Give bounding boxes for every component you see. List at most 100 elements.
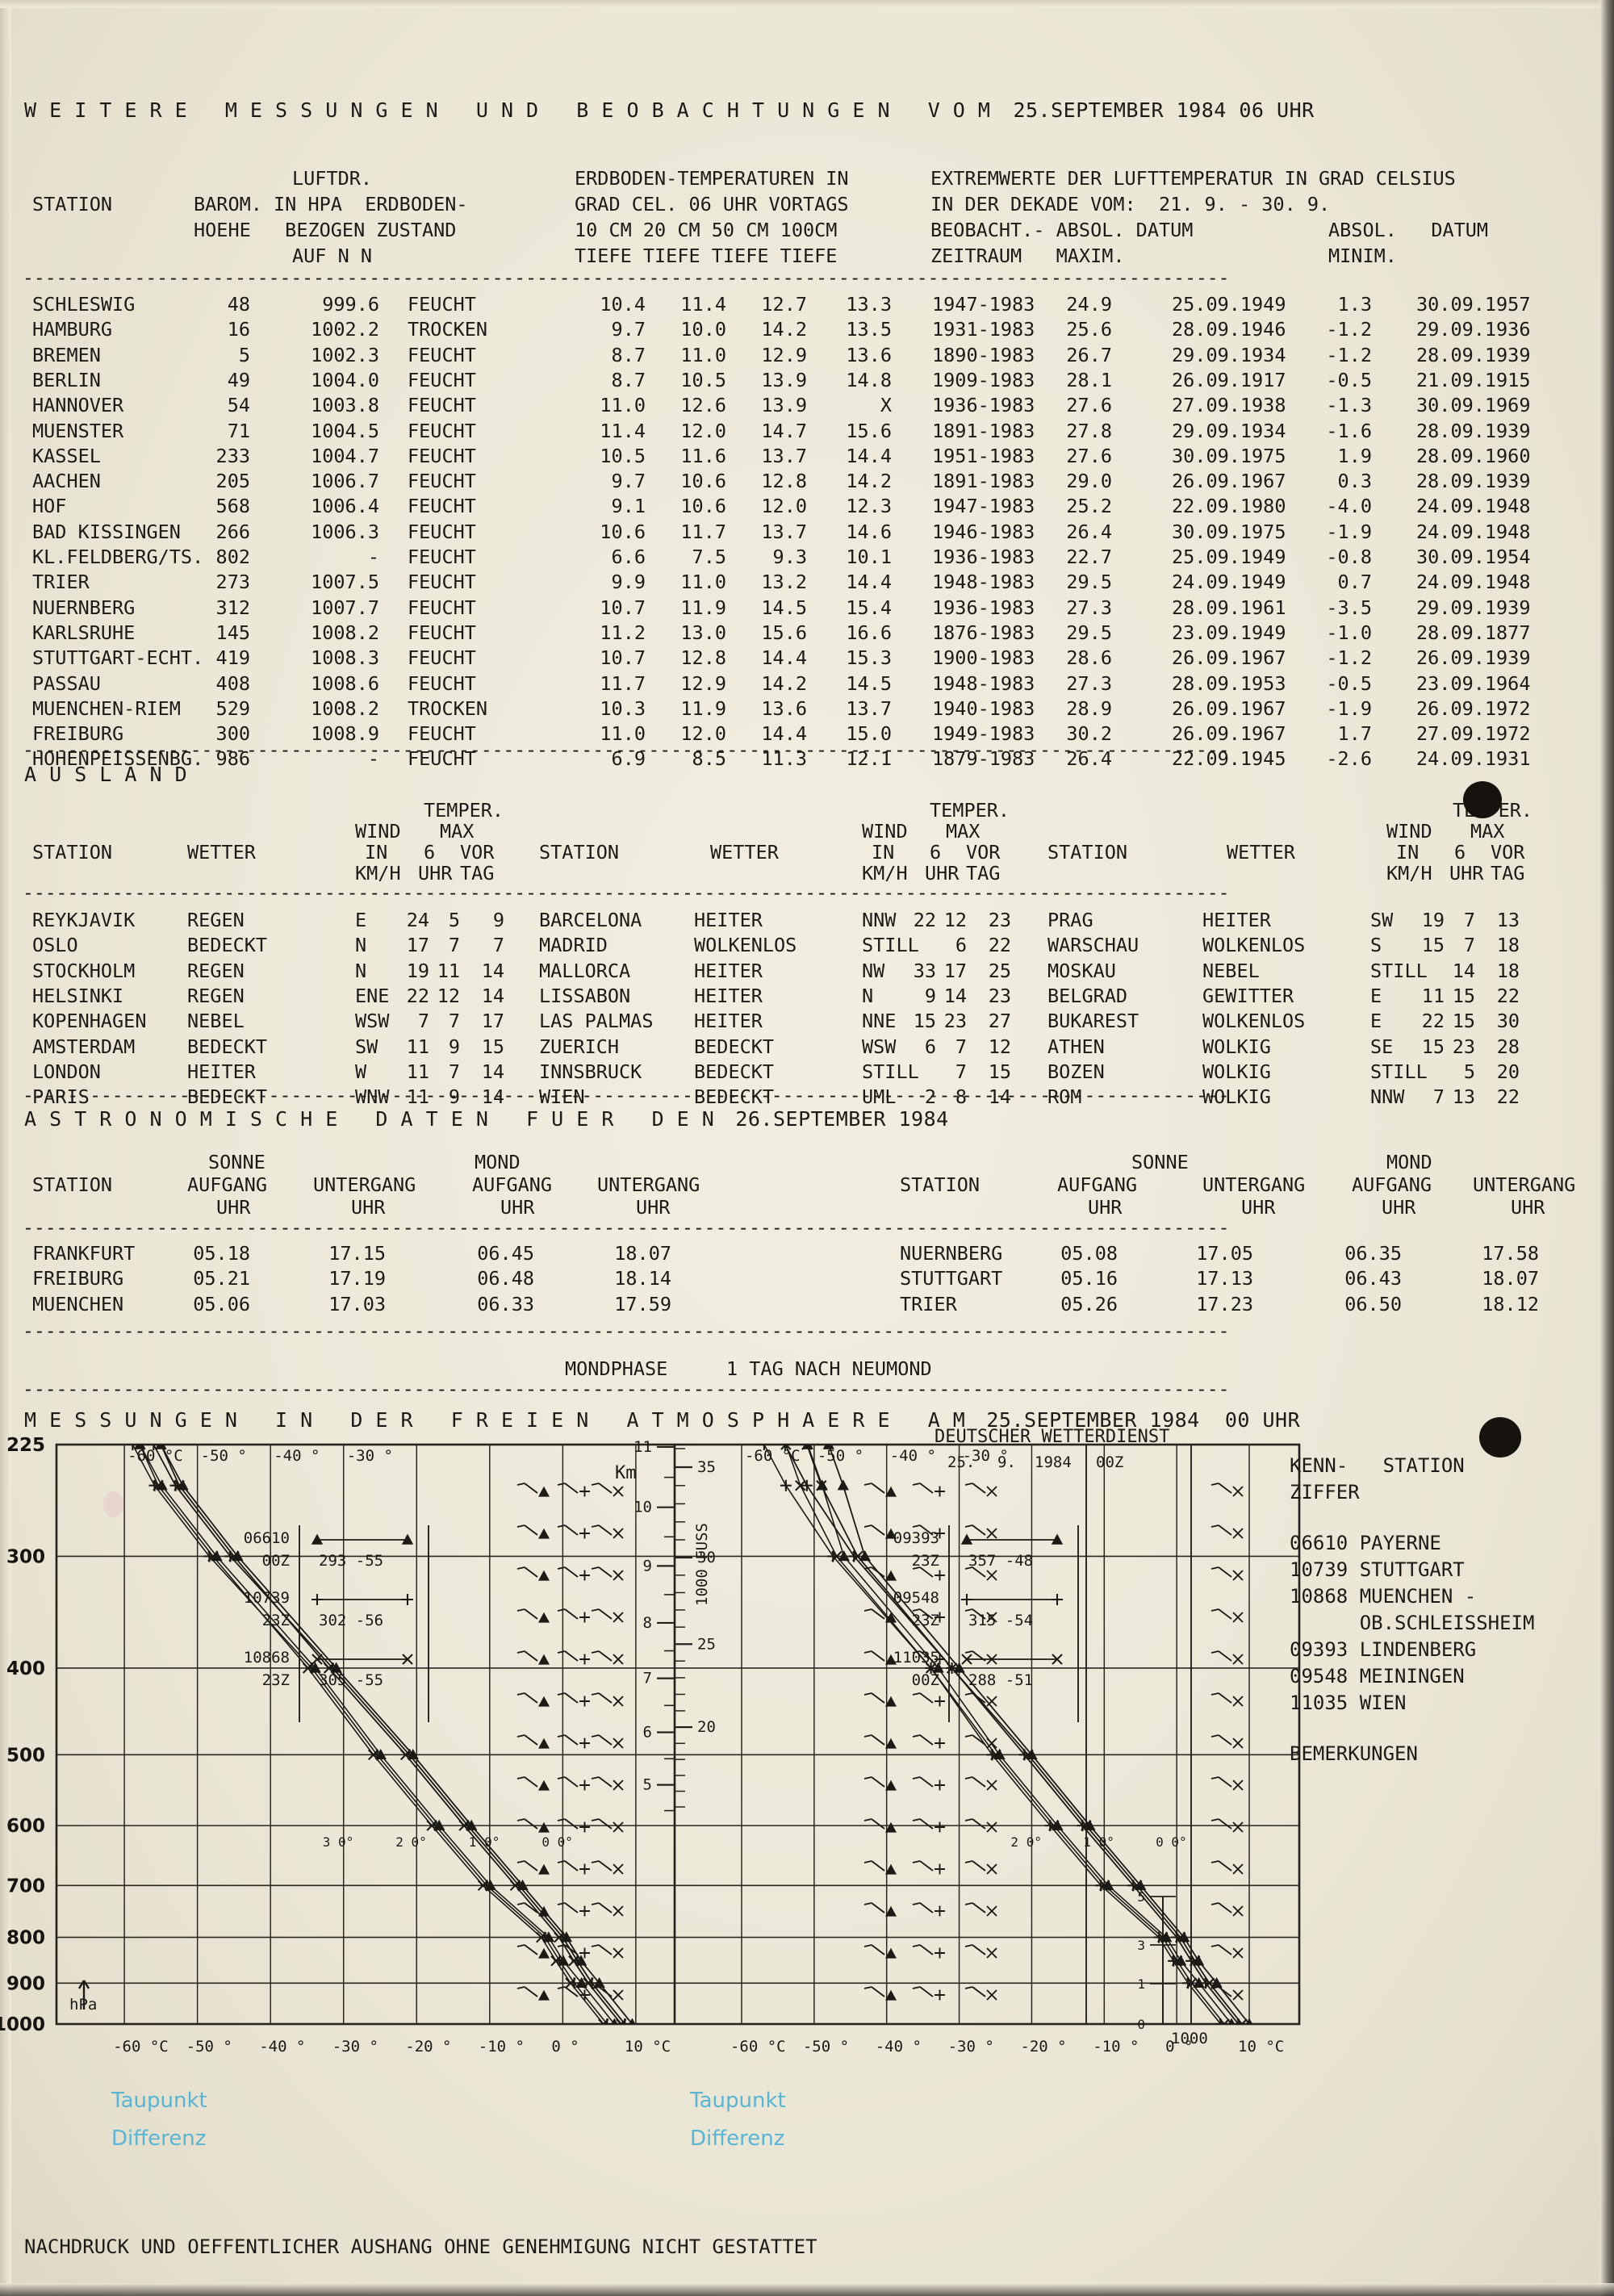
hole-punch-mark-upper [1463, 781, 1502, 818]
ausland-header-wetter-1: WETTER [187, 841, 256, 864]
wind-barb-icon [964, 1776, 986, 1788]
ausland-header-in-3: IN [1396, 841, 1420, 864]
page-edge-top [0, 0, 1614, 8]
cell-sonne-aufgang: 05.21 [193, 1267, 250, 1290]
cell-mond-aufgang: 06.48 [477, 1267, 534, 1290]
marker-cross [426, 1820, 437, 1831]
cell-temp-100cm: 13.5 [846, 318, 892, 341]
table-row: HOHENPEISSENBG. 986 - FEUCHT 6.9 8.5 11.3 12.1 1… [0, 747, 1614, 772]
marker-plus [961, 1594, 972, 1605]
marker-cross [613, 1863, 624, 1875]
marker-plus [935, 1989, 945, 2001]
altitude-km-label: 7 [643, 1670, 652, 1687]
astro-header-untergang-4: UNTERGANG [1473, 1173, 1576, 1196]
cell-temp-100cm: 12.3 [846, 495, 892, 518]
astro-header-station-right: STATION [900, 1173, 981, 1196]
altitude-kft-label: 30 [697, 1549, 716, 1566]
cell-min: -1.0 [1326, 621, 1372, 644]
ausland-header-vor-3: VOR [1491, 841, 1525, 864]
cell-station: FREIBURG [32, 722, 124, 746]
marker-cross [613, 1486, 624, 1497]
ground-header-gradcel: GRAD CEL. 06 UHR VORTAGS [575, 193, 849, 215]
cell-zustand: FEUCHT [408, 621, 476, 644]
cell-station: BERLIN [32, 368, 101, 391]
cell-station: WIEN [539, 1085, 585, 1109]
cell-temp-6uhr: 9 [448, 1035, 460, 1058]
wind-barb-icon [516, 1818, 538, 1830]
cell-max-date: 28.09.1961 [1172, 596, 1286, 619]
cell-zeitraum: 1936-1983 [932, 394, 1035, 417]
wind-barb-icon [557, 1860, 579, 1872]
cell-zustand: TROCKEN [408, 318, 488, 341]
cell-temp-max: 22 [1496, 1085, 1520, 1109]
cell-temp-50cm: 13.7 [761, 520, 807, 543]
cell-temp-20cm: 12.0 [680, 722, 726, 746]
list-item: LONDON HEITER W 11 7 14 [0, 1060, 565, 1085]
cell-wind-kmh: 11 [406, 1035, 429, 1058]
cell-max: 29.5 [1066, 621, 1112, 644]
cell-zustand: FEUCHT [408, 671, 476, 695]
altitude-km-label: 10 [633, 1499, 652, 1516]
table-row: MUENCHEN-RIEM 529 1008.2 TROCKEN 10.3 11.9 13.… [0, 696, 1614, 721]
cell-min: 0.3 [1337, 470, 1372, 493]
wind-barb-icon [964, 1566, 986, 1578]
wind-barb-icon [964, 1902, 986, 1913]
chart-date-day: 25. [947, 1453, 975, 1471]
cell-temp-100cm: 14.4 [846, 444, 892, 467]
marker-cross [1232, 1570, 1244, 1581]
cell-temp-20cm: 10.6 [680, 495, 726, 518]
cell-wind-kmh: 33 [913, 959, 936, 982]
cell-max-date: 25.09.1949 [1172, 546, 1286, 568]
marker-triangle [838, 1550, 850, 1562]
cell-hoehe: 986 [215, 747, 250, 771]
ylabel-pressure: 225 [6, 1435, 45, 1456]
cell-temp-50cm: 12.0 [761, 495, 807, 518]
mini-scale-label: 1 [1137, 1976, 1145, 1992]
marker-cross [1232, 1486, 1244, 1497]
wind-barb-icon [1210, 1608, 1232, 1620]
cell-temp-50cm: 15.6 [761, 621, 807, 644]
marker-cross [613, 1780, 624, 1791]
wind-barb-icon [591, 1776, 613, 1788]
cell-temp-6uhr: 12 [437, 984, 460, 1007]
inset-time: 00Z [912, 1671, 939, 1689]
marker-cross [134, 1445, 146, 1450]
cell-temp-20cm: 10.0 [680, 318, 726, 341]
cell-zustand: FEUCHT [408, 444, 476, 467]
marker-triangle [884, 1989, 897, 2001]
cell-temp-max: 13 [1496, 909, 1520, 931]
cell-temp-20cm: 11.6 [680, 444, 726, 467]
wind-barb-icon [591, 1734, 613, 1746]
wind-barb-icon [1210, 1566, 1232, 1578]
marker-cross [986, 1947, 997, 1959]
cell-zeitraum: 1948-1983 [932, 671, 1035, 695]
marker-plus [579, 1486, 590, 1497]
altitude-kft-label: 25 [697, 1635, 716, 1653]
wind-barb-icon [516, 1608, 538, 1620]
marker-cross [1052, 1654, 1063, 1665]
marker-cross [986, 1905, 997, 1917]
wind-barb-icon [557, 1524, 579, 1536]
cell-max: 29.5 [1066, 571, 1112, 594]
cell-zeitraum: 1891-1983 [932, 419, 1035, 442]
marker-plus [148, 1445, 160, 1450]
cell-max: 28.6 [1066, 646, 1112, 670]
cell-max-date: 27.09.1938 [1172, 394, 1286, 417]
legend-inset: 09393 23Z 357 -48 09548 23Z 315 -54 11035 00Z 28… [893, 1525, 1079, 1722]
wind-barb-icon [912, 1734, 934, 1746]
cell-barom: 1008.9 [311, 722, 379, 746]
cell-temp-50cm: 13.6 [761, 696, 807, 720]
cell-temp-100cm: 15.4 [846, 596, 892, 619]
list-item: AMSTERDAM BEDECKT SW 11 9 15 [0, 1035, 565, 1060]
marker-cross [816, 1479, 827, 1491]
table-row: TRIER 273 1007.5 FEUCHT 9.9 11.0 13.2 14.4 1948-… [0, 570, 1614, 595]
chart-date-utc: 00Z [1096, 1453, 1123, 1471]
cell-min-date: 26.09.1972 [1416, 696, 1531, 720]
altitude-kft-unit: 1000 FUSS [693, 1523, 711, 1606]
cell-min-date: 24.09.1948 [1416, 495, 1531, 518]
cell-sonne-untergang: 17.15 [328, 1242, 386, 1265]
marker-triangle [884, 1738, 897, 1749]
cell-temp-20cm: 12.0 [680, 419, 726, 442]
marker-cross [565, 1977, 576, 1989]
cell-temp-50cm: 14.5 [761, 596, 807, 619]
